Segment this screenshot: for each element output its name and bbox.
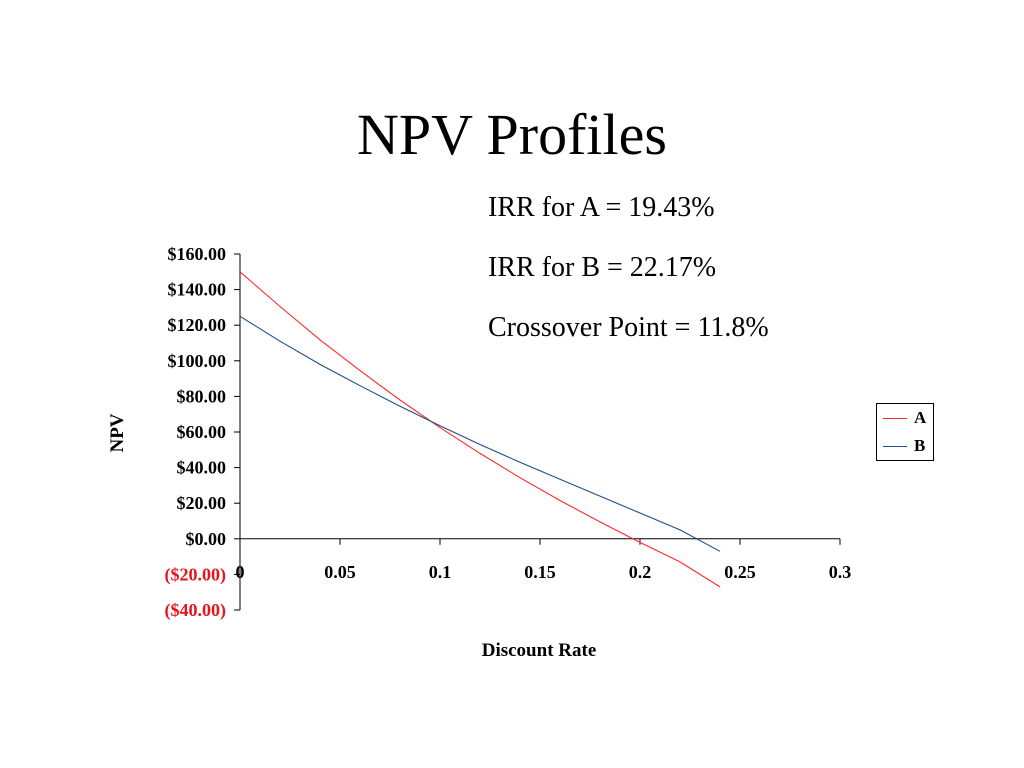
- legend-item-a: A: [877, 404, 933, 432]
- irr-b-note: IRR for B = 22.17%: [488, 252, 717, 283]
- legend-swatch-b: [883, 445, 907, 447]
- series-line-a: [239, 271, 721, 588]
- y-tick-label: $0.00: [186, 529, 227, 549]
- y-tick-label: ($20.00): [165, 564, 227, 585]
- x-tick-label: 0.25: [724, 562, 756, 582]
- x-tick-label: 0.05: [324, 562, 356, 582]
- y-tick-label: $80.00: [177, 386, 227, 406]
- legend-label-a: A: [914, 408, 927, 427]
- x-tick-label: 0.2: [629, 562, 652, 582]
- y-tick-label: ($40.00): [165, 600, 227, 621]
- chart-legend: A B: [876, 403, 934, 461]
- x-tick-label: 0.3: [829, 562, 852, 582]
- y-axis-title: NPV: [107, 413, 128, 452]
- y-tick-label: $40.00: [177, 458, 227, 478]
- y-tick-label: $20.00: [177, 493, 227, 513]
- y-tick-label: $160.00: [168, 244, 227, 264]
- y-tick-label: $60.00: [177, 422, 227, 442]
- legend-label-b: B: [914, 436, 926, 455]
- x-tick-label: 0: [236, 562, 245, 582]
- x-axis-title: Discount Rate: [482, 640, 597, 661]
- y-tick-label: $140.00: [168, 280, 227, 300]
- slide-title: NPV Profiles: [357, 102, 667, 167]
- series-line-b: [239, 315, 721, 552]
- crossover-note: Crossover Point = 11.8%: [488, 312, 769, 343]
- irr-notes: IRR for A = 19.43% IRR for B = 22.17% Cr…: [488, 190, 769, 370]
- y-tick-label: $100.00: [168, 351, 227, 371]
- chart-series: [239, 271, 721, 588]
- x-tick-label: 0.1: [429, 562, 452, 582]
- legend-item-b: B: [877, 432, 933, 460]
- x-tick-label: 0.15: [524, 562, 556, 582]
- legend-swatch-a: [883, 417, 907, 419]
- irr-a-note: IRR for A = 19.43%: [488, 192, 715, 223]
- chart-axes: $160.00 $140.00 $120.00 $100.00 $80.00 $60.00…: [165, 244, 852, 621]
- y-tick-label: $120.00: [168, 315, 227, 335]
